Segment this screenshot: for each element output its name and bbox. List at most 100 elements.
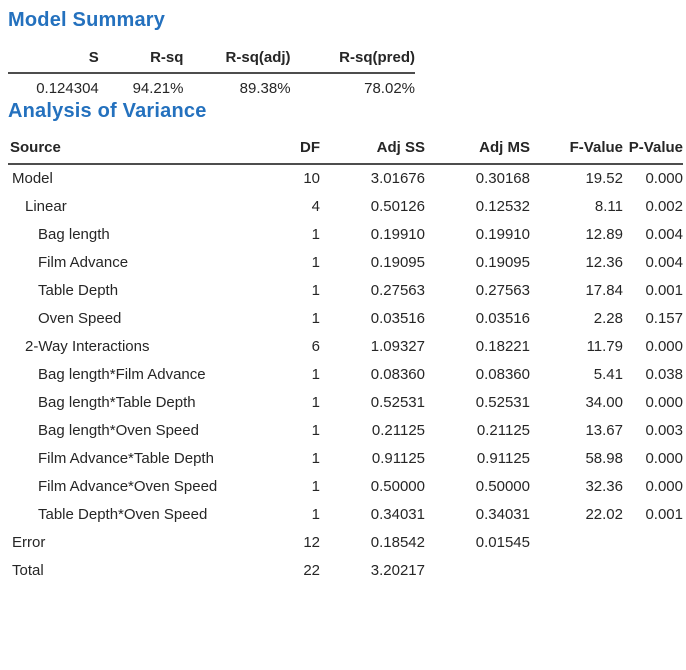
source-cell: Bag length*Oven Speed (38, 422, 199, 439)
table-row: Film Advance*Table Depth 1 0.91125 0.91125 5… (8, 445, 683, 473)
value-cell: 0.52531 (475, 394, 530, 411)
value-cell: 0.50126 (370, 198, 425, 215)
value-cell: 3.01676 (370, 170, 425, 187)
value-cell: 4 (311, 198, 320, 215)
value-cell: 0.19095 (370, 254, 425, 271)
rsq-adj-value: 89.38% (239, 80, 291, 97)
col-header-df: DF (258, 138, 320, 165)
value-cell: 17.84 (585, 282, 623, 299)
source-cell: Bag length (38, 226, 110, 243)
value-cell: 12 (303, 534, 320, 551)
value-cell: 10 (303, 170, 320, 187)
value-cell: 1 (311, 226, 320, 243)
value-cell: 13.67 (585, 422, 623, 439)
value-cell: 0.27563 (475, 282, 530, 299)
value-cell: 1.09327 (370, 338, 425, 355)
value-cell: 0.004 (645, 254, 683, 271)
value-cell: 0.50000 (475, 478, 530, 495)
value-cell: 2.28 (593, 310, 623, 327)
value-cell: 0.34031 (475, 506, 530, 523)
table-row: Table Depth 1 0.27563 0.27563 17.84 0.001 (8, 277, 683, 305)
table-row: Bag length 1 0.19910 0.19910 12.89 0.004 (8, 221, 683, 249)
value-cell: 34.00 (585, 394, 623, 411)
value-cell: 0.003 (645, 422, 683, 439)
source-cell: Error (12, 534, 46, 551)
value-cell: 0.34031 (370, 506, 425, 523)
col-header-s: S (8, 48, 99, 74)
table-row: Bag length*Table Depth 1 0.52531 0.52531 34.… (8, 389, 683, 417)
source-cell: Film Advance*Oven Speed (38, 478, 218, 495)
col-header-adj-ss: Adj SS (320, 138, 425, 165)
source-cell: Table Depth*Oven Speed (38, 506, 208, 523)
rsq-pred-value: 78.02% (364, 80, 415, 97)
source-cell: Model (12, 170, 53, 187)
value-cell: 1 (311, 394, 320, 411)
value-cell: 0.18542 (370, 534, 425, 551)
value-cell: 0.08360 (475, 366, 530, 383)
col-header-f-value: F-Value (530, 138, 623, 165)
value-cell: 0.002 (645, 198, 683, 215)
table-row: Linear 4 0.50126 0.12532 8.11 0.002 (8, 193, 683, 221)
table-row: Film Advance*Oven Speed 1 0.50000 0.50000 32… (8, 473, 683, 501)
value-cell: 1 (311, 366, 320, 383)
table-row: Table Depth*Oven Speed 1 0.34031 0.34031 22.… (8, 501, 683, 529)
value-cell: 0.50000 (370, 478, 425, 495)
value-cell: 6 (311, 338, 320, 355)
value-cell: 0.001 (645, 282, 683, 299)
model-summary-header-row: S R-sq R-sq(adj) R-sq(pred) (8, 48, 415, 74)
value-cell: 22 (303, 562, 320, 579)
value-cell: 0.000 (645, 394, 683, 411)
source-cell: Oven Speed (38, 310, 122, 327)
value-cell (530, 529, 623, 557)
col-header-p-value: P-Value (623, 138, 683, 165)
value-cell: 0.08360 (370, 366, 425, 383)
table-row: Bag length*Oven Speed 1 0.21125 0.21125 13.6… (8, 417, 683, 445)
value-cell: 0.157 (645, 310, 683, 327)
value-cell: 19.52 (585, 170, 623, 187)
table-row: Oven Speed 1 0.03516 0.03516 2.28 0.157 (8, 305, 683, 333)
col-header-rsq-adj: R-sq(adj) (183, 48, 291, 74)
value-cell: 0.19910 (475, 226, 530, 243)
model-summary-title: Model Summary (8, 9, 166, 31)
value-cell: 0.01545 (475, 534, 530, 551)
source-cell: Film Advance (38, 254, 129, 271)
col-header-rsq: R-sq (98, 48, 184, 74)
value-cell: 1 (311, 282, 320, 299)
table-row: Total 22 3.20217 (8, 557, 683, 585)
value-cell: 0.038 (645, 366, 683, 383)
anova-title: Analysis of Variance (8, 100, 207, 122)
value-cell: 0.03516 (475, 310, 530, 327)
value-cell: 0.000 (645, 450, 683, 467)
value-cell: 0.91125 (371, 450, 425, 467)
value-cell: 0.21125 (476, 422, 530, 439)
value-cell: 1 (311, 450, 320, 467)
table-row: Bag length*Film Advance 1 0.08360 0.08360 5.… (8, 361, 683, 389)
value-cell: 22.02 (585, 506, 623, 523)
source-cell: 2-Way Interactions (25, 338, 150, 355)
table-row: 2-Way Interactions 6 1.09327 0.18221 11.79 0.… (8, 333, 683, 361)
anova-table: Source DF Adj SS Adj MS F-Value P-Value … (8, 138, 683, 585)
value-cell: 32.36 (585, 478, 623, 495)
value-cell: 12.89 (585, 226, 623, 243)
value-cell: 0.001 (645, 506, 683, 523)
table-row: Error 12 0.18542 0.01545 (8, 529, 683, 557)
value-cell: 3.20217 (370, 562, 425, 579)
model-summary-value-row: 0.124304 94.21% 89.38% 78.02% (8, 73, 415, 99)
value-cell: 0.000 (645, 338, 683, 355)
source-cell: Linear (25, 198, 67, 215)
value-cell: 1 (311, 506, 320, 523)
table-row: Film Advance 1 0.19095 0.19095 12.36 0.004 (8, 249, 683, 277)
model-summary-table: S R-sq R-sq(adj) R-sq(pred) 0.124304 94.… (8, 48, 415, 99)
value-cell (623, 529, 683, 557)
value-cell: 0.30168 (475, 170, 530, 187)
source-cell: Bag length*Table Depth (38, 394, 196, 411)
value-cell: 0.000 (645, 478, 683, 495)
value-cell: 0.91125 (476, 450, 530, 467)
value-cell: 0.19910 (370, 226, 425, 243)
rsq-value: 94.21% (132, 80, 184, 97)
value-cell (530, 557, 623, 585)
table-row: Model 10 3.01676 0.30168 19.52 0.000 (8, 164, 683, 193)
anova-header-row: Source DF Adj SS Adj MS F-Value P-Value (8, 138, 683, 165)
source-cell: Film Advance*Table Depth (38, 450, 214, 467)
